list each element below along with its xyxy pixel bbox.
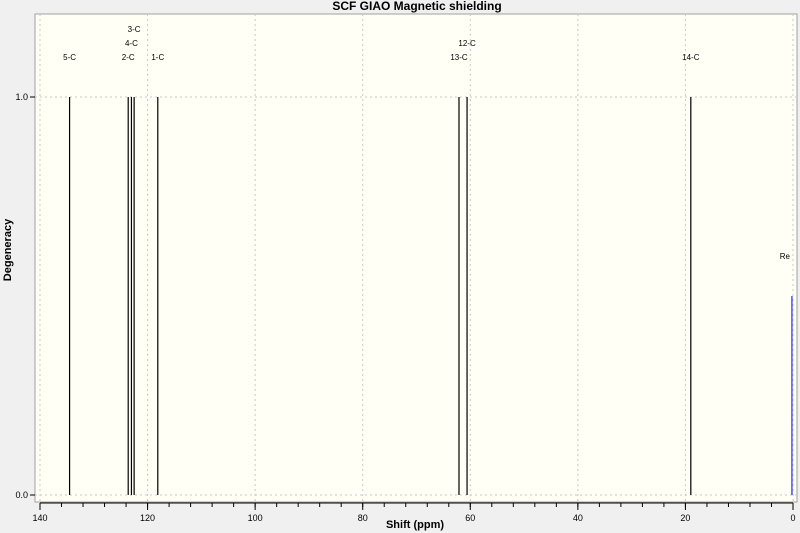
peak-label: 5-C [63,53,76,62]
y-tick-label: 1.0 [15,92,28,102]
x-tick-label: 60 [465,513,475,523]
peak-label: 13-C [450,53,468,62]
x-axis-label: Shift (ppm) [386,519,444,531]
x-tick-label: 40 [573,513,583,523]
peak-label: 1-C [151,53,164,62]
x-tick-label: 140 [32,513,47,523]
plot-area [34,13,798,503]
x-tick-label: 80 [358,513,368,523]
peak-label: 12-C [458,39,476,48]
peak-label: 4-C [125,39,138,48]
y-axis-label: Degeneracy [2,218,14,281]
chart-title: SCF GIAO Magnetic shielding [332,0,501,13]
peak-label: 14-C [682,53,700,62]
y-tick-label: 0.0 [15,490,28,500]
peak-label: 2-C [122,53,135,62]
peak-label: 3-C [128,25,141,34]
x-tick-label: 20 [680,513,690,523]
x-tick-label: 100 [248,513,263,523]
reference-label: Re [780,252,791,261]
x-tick-label: 120 [140,513,155,523]
x-tick-label: 0 [790,513,795,523]
